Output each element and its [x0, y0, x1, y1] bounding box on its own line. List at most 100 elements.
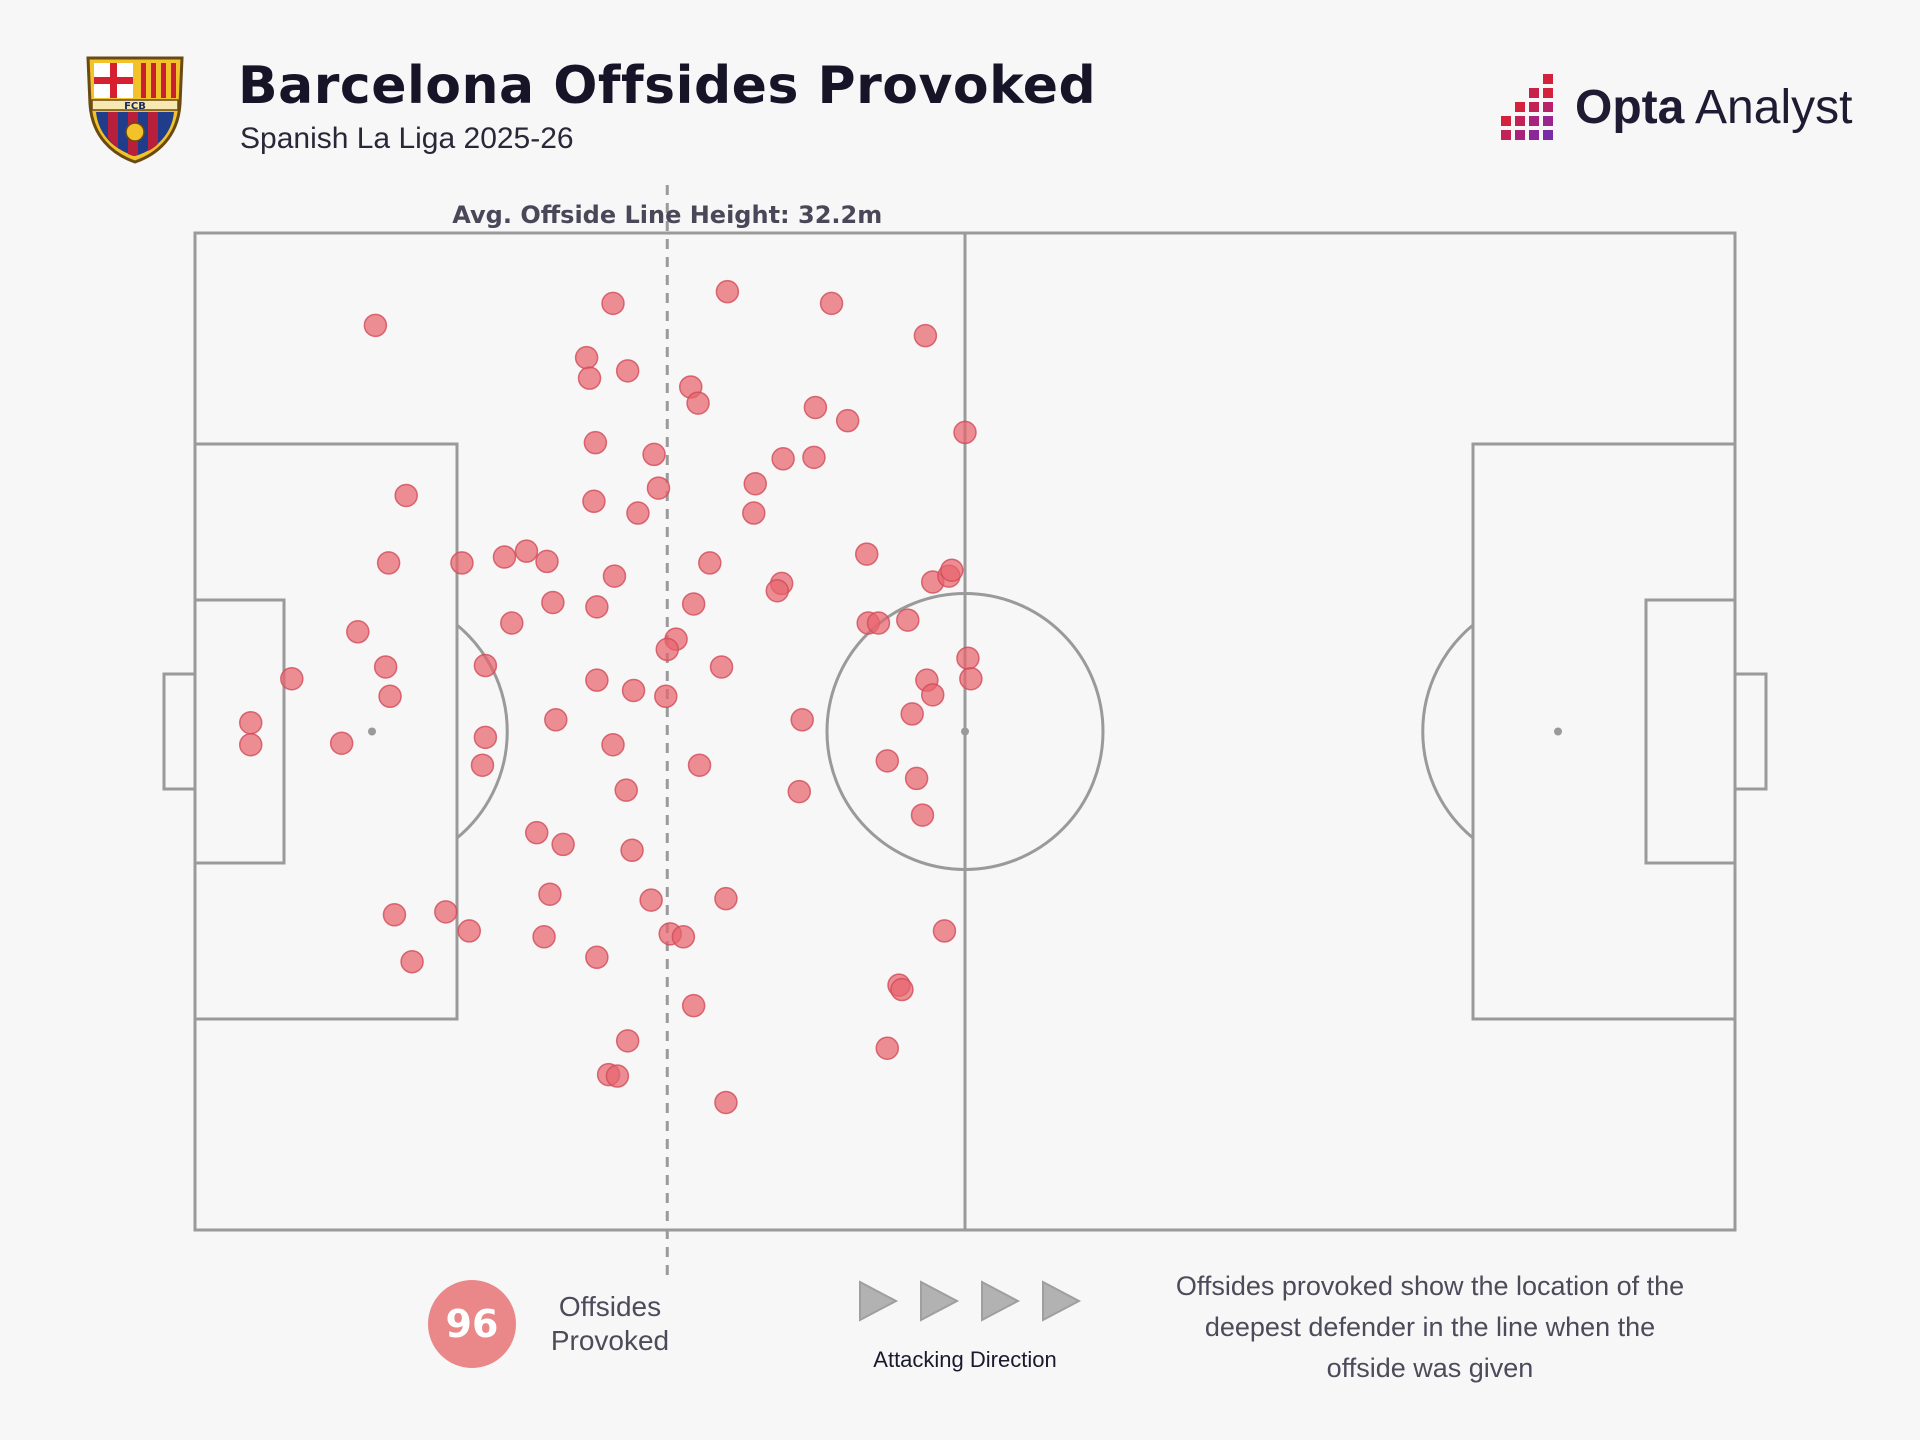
- offside-point-20: [743, 471, 768, 496]
- offside-point-12: [835, 408, 860, 433]
- offside-point-19: [646, 476, 671, 500]
- offside-point-5: [913, 323, 938, 348]
- offside-point-66: [601, 732, 625, 757]
- offside-point-21: [582, 489, 606, 514]
- offside-point-69: [875, 749, 900, 773]
- offside-point-40: [500, 611, 524, 635]
- offside-markers: [238, 279, 983, 1115]
- offside-point-93: [875, 1036, 900, 1060]
- offside-point-3: [715, 279, 740, 304]
- direction-arrow-icon: [981, 1280, 1021, 1322]
- offside-point-96: [714, 1090, 738, 1115]
- offside-point-36: [765, 578, 790, 603]
- offside-point-1: [363, 313, 388, 338]
- offside-point-64: [238, 732, 263, 757]
- offside-point-44: [866, 611, 891, 635]
- offside-point-92: [615, 1029, 640, 1053]
- offside-point-4: [819, 291, 844, 316]
- left-penalty-spot: [368, 727, 376, 736]
- opta-analyst-logo: Opta Analyst: [1495, 74, 1875, 154]
- offside-point-70: [904, 766, 929, 791]
- offside-point-45: [896, 608, 920, 632]
- offside-point-86: [932, 919, 957, 943]
- brand-light: Analyst: [1684, 81, 1853, 134]
- offside-point-95: [605, 1064, 630, 1088]
- right-penalty-box: [1471, 442, 1737, 1021]
- direction-arrow-icon: [859, 1280, 899, 1322]
- offside-point-57: [654, 684, 678, 709]
- offside-point-28: [535, 549, 559, 574]
- brand-strong: Opta: [1575, 81, 1685, 134]
- offside-point-73: [910, 803, 935, 827]
- offside-point-61: [790, 708, 814, 732]
- offside-point-39: [681, 592, 706, 616]
- left-penalty-arc: [456, 623, 509, 840]
- offside-point-18: [394, 483, 418, 508]
- direction-arrow-icon: [1042, 1280, 1082, 1322]
- offside-point-52: [280, 666, 304, 691]
- right-six-yard-box: [1644, 598, 1737, 865]
- offside-point-55: [378, 684, 402, 709]
- offside-point-16: [802, 445, 826, 470]
- offsides-count-label: Offsides Provoked: [550, 1291, 670, 1356]
- offside-point-51: [959, 666, 983, 691]
- left-six-yard-box: [193, 598, 286, 865]
- page-subtitle: Spanish La Liga 2025-26: [240, 122, 574, 155]
- offside-point-85: [671, 925, 696, 949]
- offside-point-15: [642, 442, 666, 467]
- offside-point-41: [346, 620, 370, 644]
- offside-point-62: [900, 702, 924, 726]
- offside-point-13: [953, 420, 977, 445]
- offside-point-25: [450, 551, 474, 575]
- offside-point-80: [382, 903, 407, 927]
- offside-point-90: [890, 977, 914, 1002]
- offside-point-72: [787, 779, 812, 804]
- offside-point-30: [698, 551, 722, 575]
- offsides-count-badge: 96: [428, 1280, 516, 1368]
- offside-point-81: [434, 900, 458, 924]
- left-goal: [162, 672, 197, 791]
- offside-point-87: [585, 945, 609, 970]
- right-goal: [1733, 672, 1768, 791]
- offside-point-56: [621, 678, 646, 703]
- right-penalty-spot: [1554, 727, 1562, 736]
- offside-point-71: [614, 778, 638, 802]
- offside-point-74: [524, 820, 549, 845]
- offside-point-88: [400, 949, 424, 974]
- avg-offside-label: Avg. Offside Line Height: 32.2m: [452, 201, 882, 229]
- offside-point-48: [373, 655, 398, 679]
- offside-point-76: [620, 838, 644, 863]
- right-penalty-arc: [1421, 623, 1474, 840]
- offside-point-22: [626, 501, 650, 525]
- offside-point-31: [854, 542, 879, 566]
- offside-point-49: [709, 655, 734, 679]
- offside-point-7: [615, 359, 640, 383]
- offside-point-53: [585, 668, 609, 692]
- offside-point-68: [687, 753, 712, 777]
- crest-initials: FCB: [124, 101, 146, 112]
- offside-point-91: [681, 993, 706, 1018]
- explanation-note: Offsides provoked show the location of t…: [1175, 1271, 1685, 1383]
- offside-point-77: [538, 882, 562, 906]
- offside-point-67: [470, 753, 495, 777]
- offside-point-78: [639, 888, 663, 912]
- offside-point-75: [551, 832, 575, 857]
- offside-point-38: [585, 595, 609, 619]
- offside-point-11: [803, 395, 828, 420]
- offside-point-8: [577, 366, 602, 390]
- offside-point-34: [940, 558, 964, 582]
- offside-point-59: [238, 710, 263, 735]
- offside-point-37: [541, 590, 565, 615]
- offside-point-82: [457, 919, 482, 943]
- opta-logo-icon: [1501, 74, 1553, 140]
- offside-point-24: [376, 551, 401, 575]
- offside-point-27: [514, 539, 539, 563]
- offside-point-26: [492, 545, 517, 569]
- barcelona-crest-icon: FCB: [86, 56, 184, 164]
- offside-point-10: [686, 391, 710, 415]
- left-penalty-box: [193, 442, 459, 1021]
- attacking-direction-label: Attacking Direction: [873, 1347, 1057, 1372]
- offside-point-60: [544, 708, 568, 732]
- offside-point-83: [532, 925, 556, 949]
